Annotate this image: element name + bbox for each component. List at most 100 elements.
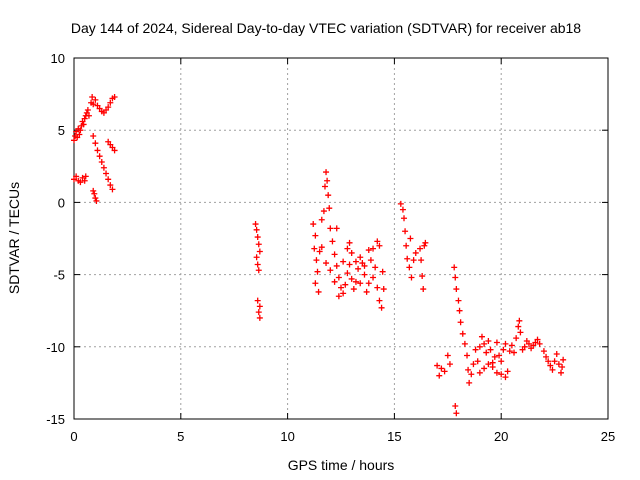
x-tick-label: 5 [177, 429, 184, 444]
data-point [485, 361, 492, 368]
data-point [555, 361, 562, 368]
data-point [346, 239, 353, 246]
y-tick-label: -15 [46, 412, 65, 427]
data-point [444, 352, 451, 359]
data-point [410, 257, 417, 264]
data-point [408, 274, 415, 281]
data-point [491, 353, 498, 360]
data-point [376, 297, 383, 304]
data-point [323, 260, 330, 267]
data-point [335, 274, 342, 281]
data-point [372, 264, 379, 271]
data-point [325, 192, 332, 199]
data-point [327, 225, 334, 232]
data-point [374, 284, 381, 291]
data-point [504, 368, 511, 375]
data-point [77, 179, 84, 186]
data-point [452, 403, 459, 410]
data-point [81, 177, 88, 184]
data-point [90, 187, 97, 194]
data-point [511, 349, 518, 356]
data-point [380, 286, 387, 293]
data-point [493, 369, 500, 376]
data-point [453, 286, 460, 293]
data-point [481, 340, 488, 347]
data-point [329, 238, 336, 245]
data-point [312, 280, 319, 287]
data-point [536, 340, 543, 347]
x-tick-label: 25 [601, 429, 615, 444]
data-point [105, 176, 112, 183]
data-point [367, 257, 374, 264]
data-point [455, 297, 462, 304]
chart-title: Day 144 of 2024, Sidereal Day-to-day VTE… [71, 20, 581, 36]
data-point [540, 348, 547, 355]
data-point [481, 365, 488, 372]
data-point [498, 371, 505, 378]
data-point [485, 338, 492, 345]
data-point [311, 245, 318, 252]
data-point [399, 206, 406, 213]
data-point [476, 343, 483, 350]
data-point [466, 379, 473, 386]
data-point [446, 361, 453, 368]
data-point [474, 358, 481, 365]
data-point [90, 132, 97, 139]
data-point [348, 275, 355, 282]
data-point [111, 93, 118, 100]
grid [74, 58, 608, 419]
data-point [453, 410, 460, 417]
data-point [515, 323, 522, 330]
data-point [340, 290, 347, 297]
data-point [253, 254, 260, 261]
data-point [459, 330, 466, 337]
data-point [521, 343, 528, 350]
data-point [374, 238, 381, 245]
data-point [350, 286, 357, 293]
y-tick-label: 5 [58, 123, 65, 138]
data-point [338, 284, 344, 291]
data-point [551, 358, 558, 365]
data-point [94, 147, 101, 154]
data-point [457, 319, 464, 326]
data-point [516, 317, 523, 324]
data-point [85, 112, 92, 119]
data-point [100, 164, 107, 171]
data-point [438, 365, 445, 372]
data-point [361, 271, 368, 278]
y-tick-label: 0 [58, 195, 65, 210]
data-point [89, 93, 96, 100]
data-point [96, 153, 103, 160]
data-point [472, 346, 479, 353]
data-point [315, 288, 322, 295]
data-point [255, 267, 262, 274]
data-point [357, 280, 364, 287]
data-point [346, 261, 353, 268]
data-point [464, 352, 471, 359]
data-point [420, 286, 427, 293]
y-tick-label: -10 [46, 340, 65, 355]
data-point [502, 374, 509, 381]
data-point [316, 248, 323, 255]
data-point [478, 333, 485, 340]
data-point [506, 348, 513, 355]
data-point [436, 372, 443, 379]
data-point [80, 121, 87, 128]
data-point [365, 280, 372, 287]
data-point [370, 274, 377, 281]
data-point [344, 270, 351, 277]
data-point [82, 173, 89, 180]
data-point [254, 234, 261, 241]
data-point [525, 340, 532, 347]
data-point [254, 261, 261, 268]
data-point [256, 303, 263, 310]
data-point [256, 314, 263, 321]
data-point [76, 131, 83, 138]
data-point [365, 247, 372, 254]
data-point [412, 249, 419, 256]
data-point [84, 106, 91, 113]
data-point [256, 248, 263, 255]
data-point [324, 177, 331, 184]
data-point [553, 351, 560, 358]
data-point [111, 147, 118, 154]
